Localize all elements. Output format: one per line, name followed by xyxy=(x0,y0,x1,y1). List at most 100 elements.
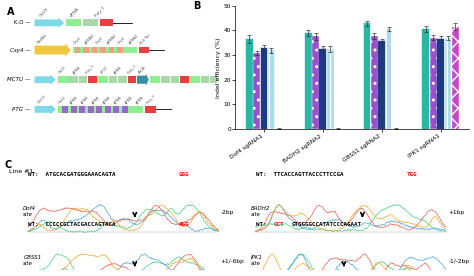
Text: GBSS1
site: GBSS1 site xyxy=(23,255,42,266)
Bar xyxy=(246,39,253,129)
Bar xyxy=(118,76,127,83)
Bar xyxy=(118,47,123,54)
Bar xyxy=(201,76,210,83)
Bar xyxy=(437,39,444,129)
Bar xyxy=(452,26,459,129)
Text: OsU3: OsU3 xyxy=(36,94,47,105)
Bar xyxy=(319,49,326,129)
Bar xyxy=(210,76,219,83)
Text: Poly T: Poly T xyxy=(86,65,96,75)
Text: Csy4: Csy4 xyxy=(117,36,126,45)
Text: C: C xyxy=(5,160,12,170)
Text: . . . . . . . . . . . .: . . . . . . . . . . . . xyxy=(265,230,325,234)
Bar xyxy=(312,36,319,129)
Text: OsU3: OsU3 xyxy=(39,7,50,18)
Text: Line #1: Line #1 xyxy=(9,169,34,174)
Bar xyxy=(445,38,451,129)
Bar xyxy=(145,106,156,113)
Bar xyxy=(128,76,136,83)
Text: . . . . . . . . . . . .: . . . . . . . . . . . . xyxy=(37,230,97,234)
Bar xyxy=(98,76,108,83)
Bar xyxy=(105,106,110,113)
Text: MCTU —: MCTU — xyxy=(7,77,30,82)
Text: Poly T: Poly T xyxy=(127,65,137,75)
Text: gRNA4: gRNA4 xyxy=(84,34,95,45)
Text: Csy4: Csy4 xyxy=(73,36,82,45)
Y-axis label: Indel efficiency (%): Indel efficiency (%) xyxy=(216,37,221,98)
Text: OsU3: OsU3 xyxy=(58,66,67,75)
Text: 35S Ter: 35S Ter xyxy=(139,33,152,45)
Bar xyxy=(100,47,106,54)
Bar xyxy=(150,76,160,83)
Text: WT:  TTCACCAGTTACCCTTCCGA: WT: TTCACCAGTTACCCTTCCGA xyxy=(255,172,343,177)
Text: +1/-6bp: +1/-6bp xyxy=(221,259,245,264)
Bar xyxy=(66,19,82,26)
Text: WT:  ATGCACGATGGGAAACAGTA: WT: ATGCACGATGGGAAACAGTA xyxy=(28,172,116,177)
Bar xyxy=(261,48,267,129)
Bar xyxy=(92,47,97,54)
Bar xyxy=(62,106,68,113)
Bar xyxy=(171,76,179,83)
Text: WT:: WT: xyxy=(255,222,273,227)
Text: SéG3: SéG3 xyxy=(100,66,109,75)
Text: Dof4
site: Dof4 site xyxy=(23,206,36,217)
FancyArrow shape xyxy=(35,18,64,28)
Text: Poly T: Poly T xyxy=(94,6,106,18)
Bar xyxy=(371,36,378,129)
Bar xyxy=(430,38,437,129)
Text: Pk4Bt: Pk4Bt xyxy=(36,33,48,44)
Text: GTGGGGCCATATCCCAGAAT: GTGGGGCCATATCCCAGAAT xyxy=(292,222,361,227)
Bar xyxy=(161,76,170,83)
Text: gRNA: gRNA xyxy=(136,95,145,105)
Bar xyxy=(79,106,85,113)
Text: gRNA: gRNA xyxy=(80,95,90,105)
Bar xyxy=(79,76,87,83)
Text: PTG —: PTG — xyxy=(12,107,30,112)
Text: gRNA: gRNA xyxy=(102,95,112,105)
Text: gRNA: gRNA xyxy=(113,95,123,105)
Text: iPK1
site: iPK1 site xyxy=(251,255,263,266)
Bar xyxy=(58,76,69,83)
Text: AtUB: AtUB xyxy=(138,65,147,75)
Bar xyxy=(189,76,200,83)
Text: gRNA: gRNA xyxy=(124,95,134,105)
Bar xyxy=(83,47,89,54)
Text: gRNA: gRNA xyxy=(91,95,101,105)
Bar xyxy=(364,23,370,129)
Bar xyxy=(88,76,97,83)
Text: -1/-2bp: -1/-2bp xyxy=(448,259,469,264)
Bar xyxy=(109,47,114,54)
Text: CCT: CCT xyxy=(273,222,284,227)
Bar xyxy=(109,76,118,83)
Bar xyxy=(96,106,102,113)
Text: -2bp: -2bp xyxy=(221,210,234,215)
Text: gRNA4: gRNA4 xyxy=(128,34,140,45)
Bar xyxy=(83,19,98,26)
Bar xyxy=(88,106,94,113)
Text: . . . . . . . . . . . .: . . . . . . . . . . . . xyxy=(37,179,97,183)
Text: +1bp: +1bp xyxy=(448,210,465,215)
Bar xyxy=(180,76,189,83)
Bar xyxy=(75,47,80,54)
Text: Csy4: Csy4 xyxy=(95,36,104,45)
FancyArrow shape xyxy=(35,104,56,115)
Bar xyxy=(100,19,113,26)
FancyArrow shape xyxy=(35,75,56,85)
Text: BADH2
site: BADH2 site xyxy=(251,206,270,217)
Bar xyxy=(139,47,149,54)
Text: GGG: GGG xyxy=(179,172,190,177)
Text: gRNA: gRNA xyxy=(69,7,80,18)
Text: A: A xyxy=(7,7,14,17)
Bar xyxy=(327,49,334,129)
Bar xyxy=(122,106,128,113)
Bar xyxy=(386,29,392,129)
FancyArrow shape xyxy=(137,74,149,86)
Bar xyxy=(219,76,228,83)
Text: B: B xyxy=(193,1,201,10)
Text: gRNA: gRNA xyxy=(69,95,79,105)
Bar xyxy=(73,47,137,54)
Bar xyxy=(113,106,119,113)
Text: Csy4 —: Csy4 — xyxy=(9,47,30,52)
Bar xyxy=(69,76,78,83)
Text: gRNA4: gRNA4 xyxy=(106,34,118,45)
